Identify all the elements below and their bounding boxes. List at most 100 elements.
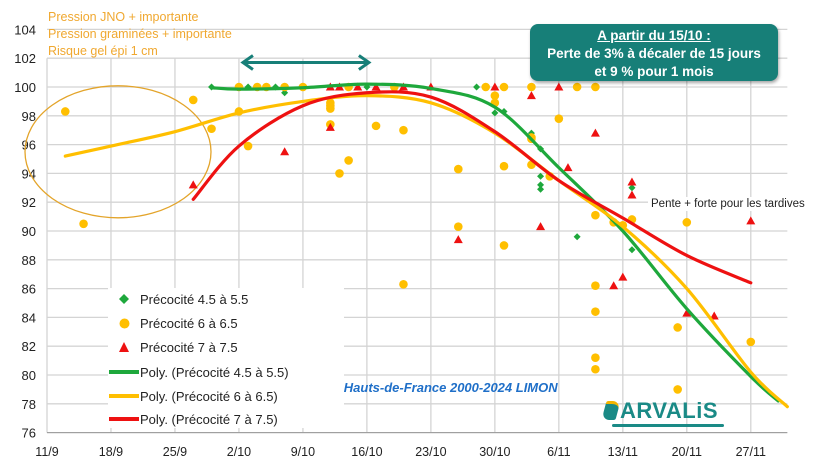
legend-label: Poly. (Précocité 4.5 à 5.5) xyxy=(140,364,289,380)
data-point-circle xyxy=(746,337,756,347)
x-tick-label: 23/10 xyxy=(415,445,446,459)
data-point-circle xyxy=(344,156,353,165)
legend-label: Poly. (Précocité 6 à 6.5) xyxy=(140,388,278,404)
data-point-triangle xyxy=(453,235,463,244)
y-tick-label: 82 xyxy=(22,339,36,354)
x-tick-label: 6/11 xyxy=(547,445,570,459)
legend-item-yellow-points: Précocité 6 à 6.5 xyxy=(108,314,238,332)
x-tick-label: 16/10 xyxy=(351,445,382,459)
data-point-circle xyxy=(554,114,564,123)
y-tick-label: 102 xyxy=(14,51,36,66)
data-point-circle xyxy=(335,169,344,178)
data-point-triangle xyxy=(280,147,290,156)
data-point-circle xyxy=(399,125,408,135)
data-point-circle xyxy=(572,82,582,92)
data-point-circle xyxy=(591,353,600,363)
data-point-diamond xyxy=(281,89,289,97)
data-point-circle xyxy=(673,385,682,394)
data-point-circle xyxy=(371,121,381,131)
data-point-triangle xyxy=(371,82,381,91)
data-point-circle xyxy=(591,82,600,92)
data-point-triangle xyxy=(563,163,573,172)
arvalis-logo: ARVALiS xyxy=(601,398,724,427)
data-point-triangle xyxy=(746,216,756,225)
data-point-circle xyxy=(527,82,536,92)
source-note: BDD Hauts-de-France 2000-2024 LIMON xyxy=(312,380,558,395)
legend-item-yellow-trend: Poly. (Précocité 6 à 6.5) xyxy=(108,387,278,405)
data-point-circle xyxy=(591,307,600,316)
data-point-triangle xyxy=(536,222,546,231)
data-point-triangle xyxy=(526,91,536,100)
x-tick-label: 20/11 xyxy=(672,445,702,459)
legend-item-green-trend: Poly. (Précocité 4.5 à 5.5) xyxy=(108,363,289,381)
legend-label: Poly. (Précocité 7 à 7.5) xyxy=(140,411,278,427)
x-tick-label: 13/11 xyxy=(608,445,638,459)
data-point-circle xyxy=(399,279,408,289)
data-point-triangle xyxy=(682,308,692,317)
data-point-circle xyxy=(326,104,335,113)
data-point-triangle xyxy=(627,177,637,186)
trendline xyxy=(63,94,789,409)
data-point-circle xyxy=(79,219,88,229)
data-point-circle xyxy=(682,218,692,227)
callout-box: A partir du 15/10 : Perte de 3% à décale… xyxy=(530,24,778,81)
x-tick-label: 25/9 xyxy=(163,445,187,459)
x-tick-label: 30/10 xyxy=(479,445,510,459)
note-jno: Pression JNO + importante xyxy=(48,10,199,24)
x-tick-label: 27/11 xyxy=(736,445,766,459)
legend-item-red-points: Précocité 7 à 7.5 xyxy=(108,338,238,356)
arrow-head-right xyxy=(358,54,372,71)
notes-annotation: Pression JNO + importante Pression grami… xyxy=(48,9,232,60)
data-point-circle xyxy=(591,281,600,291)
y-tick-label: 100 xyxy=(14,80,36,95)
data-point-diamond xyxy=(537,185,545,193)
data-point-circle xyxy=(499,82,509,92)
data-point-circle xyxy=(591,364,600,374)
ellipse-annotation xyxy=(24,85,212,219)
y-tick-label: 76 xyxy=(22,426,36,441)
legend-label: Précocité 4.5 à 5.5 xyxy=(140,291,249,307)
y-tick-label: 88 xyxy=(22,253,36,268)
x-tick-label: 2/10 xyxy=(227,445,251,459)
note-graminees: Pression graminées + importante xyxy=(48,27,232,41)
data-point-circle xyxy=(673,323,682,332)
data-point-circle xyxy=(490,91,500,100)
data-point-circle xyxy=(499,241,509,250)
legend-item-red-trend: Poly. (Précocité 7 à 7.5) xyxy=(108,410,278,428)
x-tick-label: 11/9 xyxy=(35,445,58,459)
data-point-diamond xyxy=(573,233,581,241)
data-point-triangle xyxy=(490,82,500,91)
data-point-circle xyxy=(454,222,463,231)
y-tick-label: 90 xyxy=(22,224,36,239)
data-point-diamond xyxy=(537,172,545,180)
data-point-triangle xyxy=(188,180,198,189)
data-point-triangle xyxy=(554,82,564,91)
callout-title: A partir du 15/10 : xyxy=(597,28,711,43)
slope-note: Pente + forte pour les tardives xyxy=(648,197,808,211)
data-point-triangle xyxy=(353,82,363,91)
data-point-diamond xyxy=(628,184,636,192)
data-point-circle xyxy=(60,107,70,116)
arrow-head-left xyxy=(240,54,254,71)
data-point-triangle xyxy=(618,272,628,281)
data-point-circle xyxy=(481,82,491,92)
callout-line1: Perte de 3% à décaler de 15 jours xyxy=(547,46,761,61)
data-point-circle xyxy=(243,141,253,151)
x-tick-label: 18/9 xyxy=(99,445,123,459)
data-point-triangle xyxy=(709,311,719,320)
callout-line2: et 9 % pour 1 mois xyxy=(594,64,714,79)
data-point-circle xyxy=(188,95,198,105)
y-tick-label: 104 xyxy=(14,22,36,37)
data-point-circle xyxy=(591,210,600,220)
legend: Précocité 4.5 à 5.5 Précocité 6 à 6.5 Pr… xyxy=(108,288,344,428)
data-point-triangle xyxy=(590,128,600,137)
data-point-diamond xyxy=(473,83,481,91)
x-tick-label: 9/10 xyxy=(291,445,315,459)
y-tick-label: 80 xyxy=(22,368,36,383)
legend-label: Précocité 7 à 7.5 xyxy=(140,339,238,355)
data-point-triangle xyxy=(609,281,619,290)
data-point-circle xyxy=(454,164,463,174)
data-point-circle xyxy=(499,161,509,171)
